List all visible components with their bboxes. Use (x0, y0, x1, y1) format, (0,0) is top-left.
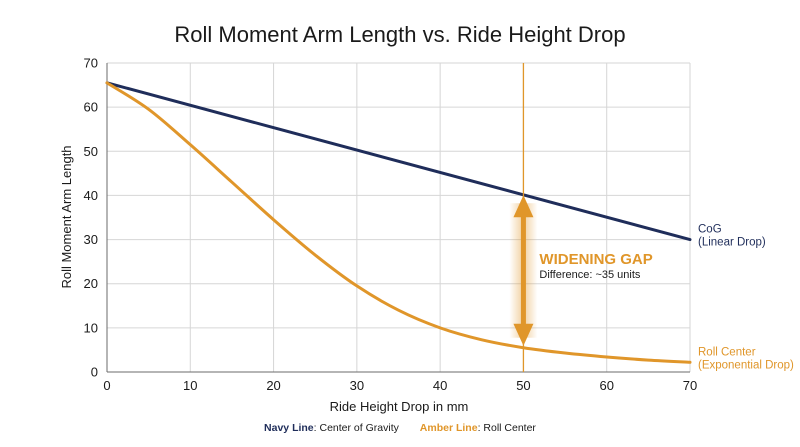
legend-item-amber: Amber Line: Roll Center (419, 422, 536, 434)
y-tick-label: 60 (84, 100, 98, 115)
x-tick-label: 50 (516, 378, 530, 393)
series-end-label-roll-center: Roll Center (698, 346, 756, 358)
y-tick-label: 70 (84, 56, 98, 71)
legend-key-amber: Amber Line (419, 422, 478, 434)
x-tick-label: 10 (183, 378, 197, 393)
tick-labels: 0 10 20 30 40 50 60 70 0 10 20 30 40 50 60 70 (84, 56, 698, 394)
chart-canvas: Roll Moment Arm Length vs. Ride Height D… (59, 22, 794, 414)
gap-arrow-head-up (513, 195, 534, 218)
x-axis-label: Ride Height Drop in mm (330, 399, 469, 414)
x-tick-label: 30 (350, 378, 364, 393)
x-tick-label: 60 (599, 378, 613, 393)
y-tick-label: 40 (84, 188, 98, 203)
gap-annotation-title: WIDENING GAP (539, 251, 652, 268)
series-line-cog (105, 81, 692, 242)
x-tick-label: 20 (266, 378, 280, 393)
y-tick-label: 50 (84, 144, 98, 159)
chart-title: Roll Moment Arm Length vs. Ride Height D… (174, 22, 625, 47)
x-tick-label: 70 (683, 378, 697, 393)
y-tick-label: 30 (84, 232, 98, 247)
y-tick-label: 20 (84, 276, 98, 291)
x-tick-label: 0 (103, 378, 110, 393)
series-end-note-cog: (Linear Drop) (698, 237, 766, 249)
legend-key-navy: Navy Line (264, 422, 314, 434)
x-tick-label: 40 (433, 378, 447, 393)
y-axis-label: Roll Moment Arm Length (59, 145, 74, 288)
gap-annotation-text: Difference: ~35 units (539, 269, 640, 281)
series-end-note-roll-center: (Exponential Drop) (698, 359, 794, 371)
series-end-label-cog: CoG (698, 224, 722, 236)
legend-text-amber: Roll Center (483, 422, 536, 434)
y-tick-label: 0 (91, 365, 98, 380)
legend-item-navy: Navy Line: Center of Gravity (264, 422, 399, 434)
series-line-roll-center (105, 81, 692, 364)
series-lines (105, 81, 692, 364)
gap-arrow-head-down (513, 323, 534, 346)
y-tick-label: 10 (84, 320, 98, 335)
legend-text-navy: Center of Gravity (319, 422, 399, 434)
legend: Navy Line: Center of Gravity Amber Line:… (0, 422, 800, 434)
